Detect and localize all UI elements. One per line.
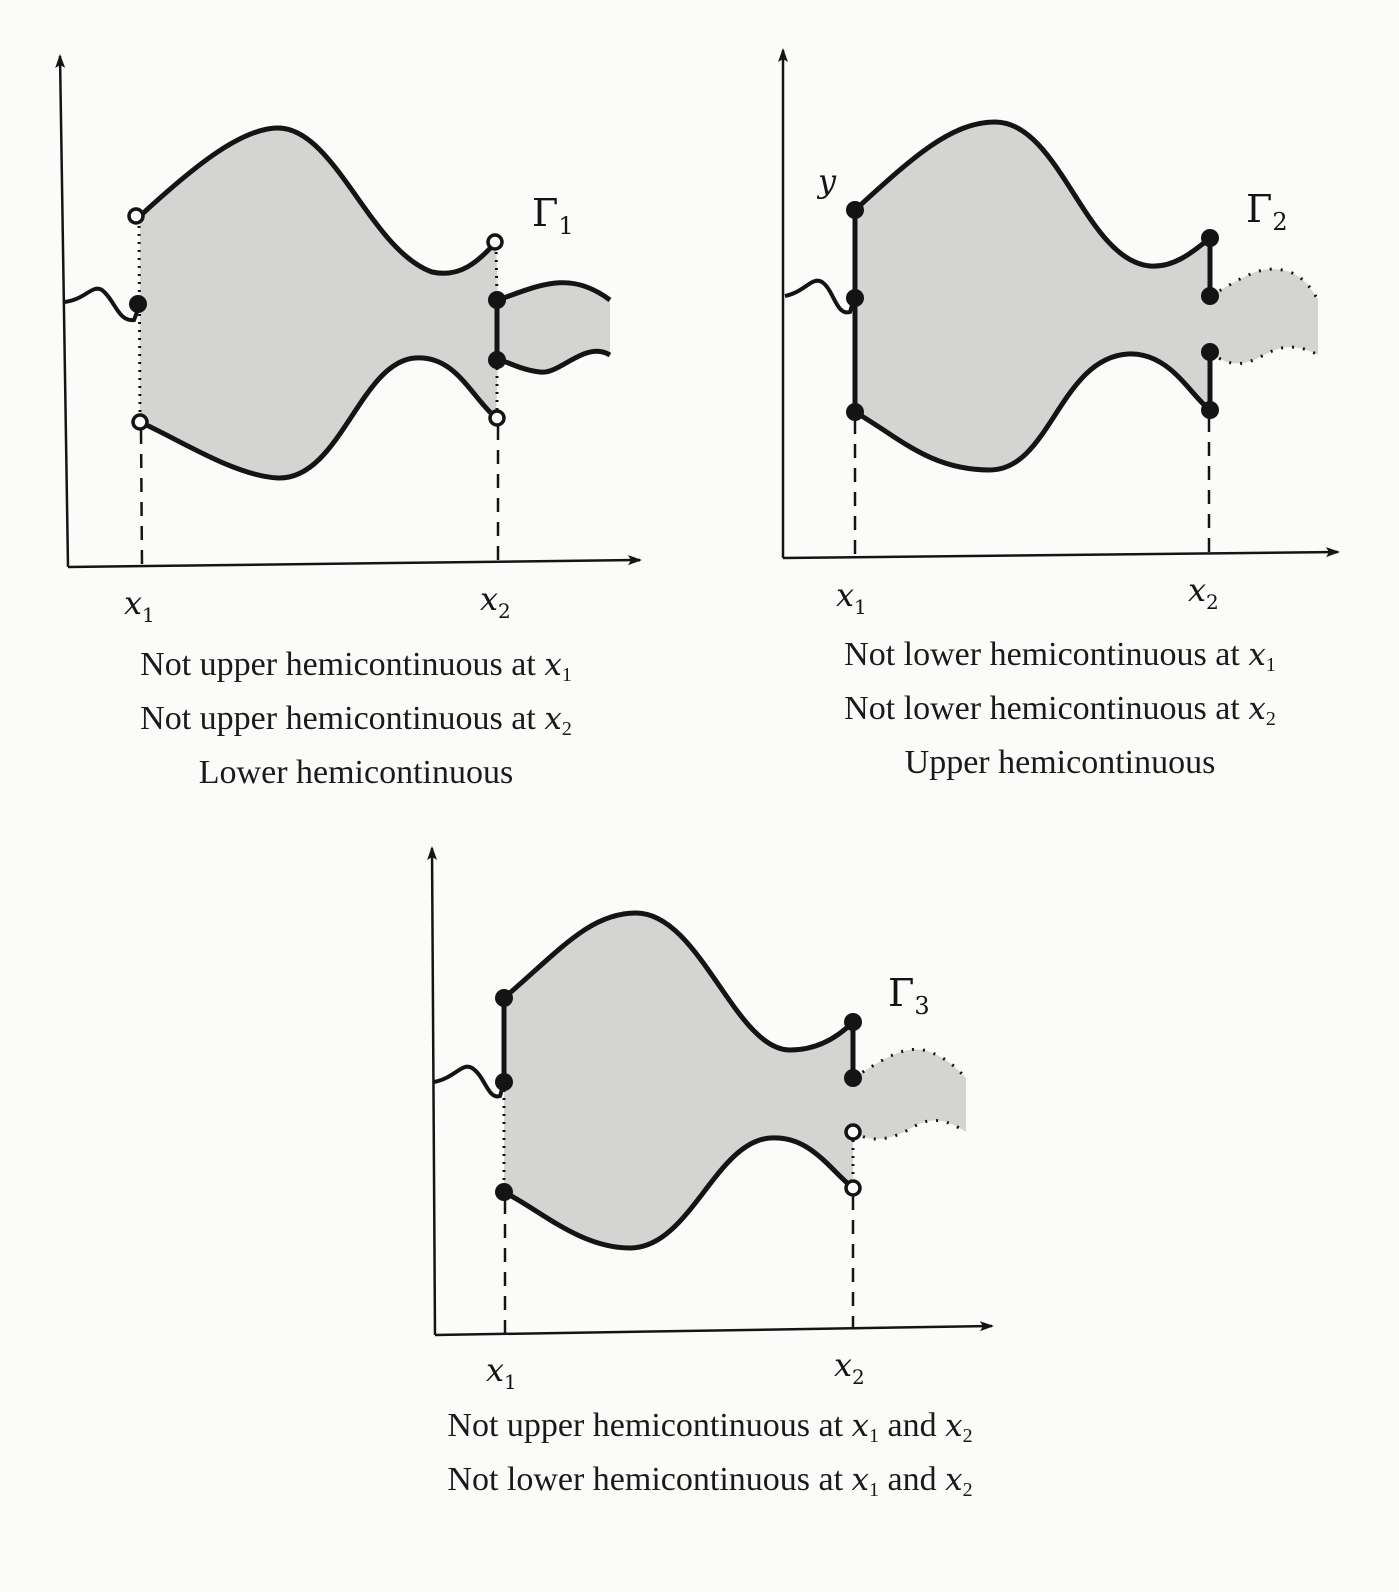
gamma-3-upper-boundary [502,910,855,1053]
gamma-3-shaded-region [504,913,966,1248]
gamma-2-caption-line-3: Upper hemicontinuous [904,744,1216,781]
gamma-3-x2-filled-top [844,1013,862,1031]
gamma-1-x2-label: x2 [480,580,511,623]
gamma-1-right-upper-curve [497,280,612,303]
gamma-2-upper-boundary [853,119,1212,269]
gamma-3-left-curve [433,1064,506,1099]
gamma-3-label: Γ3 [888,971,930,1020]
gamma-2-x1-filled-bottom [846,403,864,421]
gamma-2-x-axis [782,547,1340,560]
gamma-1-left-curve [63,286,142,323]
gamma-2-x2-filled-bottom [1201,401,1219,419]
panel-gamma-3: Γ3 x1 x2 [427,846,994,1394]
gamma-1-x1-dotted-segment [137,217,142,423]
gamma-2-x1-label: x1 [836,576,867,619]
gamma-2-x1-filled-top [846,201,864,219]
gamma-1-x2-filled-upper [488,291,506,309]
gamma-2-caption-line-1: Not lower hemicontinuous at x1 [844,636,1276,676]
gamma-2-caption: Not lower hemicontinuous at x1 Not lower… [760,633,1360,785]
gamma-2-lower-boundary [853,351,1212,473]
gamma-3-x1-filled-mid [495,1073,513,1091]
gamma-1-x2-filled-lower [488,351,506,369]
gamma-1-x2-dotted-upper [494,243,499,301]
gamma-3-x2-open-lower [844,1123,862,1141]
gamma-2-caption-line-2: Not lower hemicontinuous at x2 [844,690,1276,730]
gamma-1-caption-line-1: Not upper hemicontinuous at x1 [140,646,572,686]
gamma-3-x-axis [434,1321,994,1337]
gamma-3-caption-line-2: Not lower hemicontinuous at x1 and x2 [447,1461,973,1501]
gamma-3-x1-filled-bottom [495,1183,513,1201]
gamma-1-x1-dashed-drop [139,429,144,567]
gamma-2-y-label: y [816,162,837,200]
gamma-2-x2-filled-upper [1201,287,1219,305]
gamma-1-x1-open-top [127,207,145,225]
panel-gamma-1: Γ1 x1 x2 [55,54,642,627]
gamma-2-x1-filled-mid [846,289,864,307]
gamma-1-x1-open-bottom [131,413,149,431]
gamma-1-y-axis [55,54,70,568]
gamma-1-caption-line-3: Lower hemicontinuous [198,754,514,791]
gamma-3-x1-label: x1 [486,1351,517,1394]
gamma-1-x-axis [67,555,642,569]
gamma-1-x2-open-top [486,233,504,251]
gamma-2-x2-filled-lower [1201,343,1219,361]
gamma-3-lower-boundary [502,1135,855,1251]
gamma-2-left-curve [784,278,856,315]
gamma-2-shaded-region [855,122,1318,470]
gamma-3-y-axis [427,846,438,1336]
gamma-3-x2-filled-upper [844,1069,862,1087]
gamma-2-x2-filled-top [1201,229,1219,247]
gamma-1-lower-boundary [138,355,498,481]
gamma-1-right-lower-curve [497,348,612,375]
gamma-1-caption: Not upper hemicontinuous at x1 Not upper… [50,643,662,795]
panel-gamma-2: y Γ2 x1 x2 [778,48,1340,619]
gamma-2-label: Γ2 [1246,187,1288,236]
gamma-1-label: Γ1 [532,191,574,240]
gamma-1-shaded-region [140,128,610,479]
gamma-3-x2-open-bottom [844,1179,862,1197]
gamma-2-x2-label: x2 [1188,571,1219,614]
gamma-3-x1-filled-top [495,989,513,1007]
gamma-1-upper-boundary [138,125,498,276]
gamma-3-caption: Not upper hemicontinuous at x1 and x2 No… [340,1404,1080,1512]
gamma-1-x1-label: x1 [124,584,155,627]
gamma-3-x2-label: x2 [834,1346,865,1389]
gamma-1-caption-line-2: Not upper hemicontinuous at x2 [140,700,572,740]
gamma-1-x2-open-bottom [488,409,506,427]
gamma-3-caption-line-1: Not upper hemicontinuous at x1 and x2 [447,1407,973,1447]
gamma-1-x1-filled-mid [129,295,147,313]
